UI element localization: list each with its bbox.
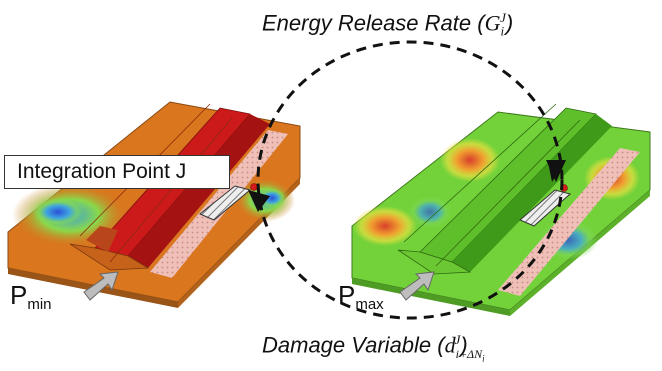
p-min-label: Pmin [10, 280, 52, 313]
energy-subscript: i [500, 23, 505, 39]
damage-subscript-text: i+ΔN [455, 346, 483, 361]
p-max-label: Pmax [338, 280, 384, 313]
load-arrow-max [399, 271, 435, 301]
damage-symbol: d [444, 332, 456, 358]
energy-symbol: G [484, 10, 501, 36]
energy-release-rate-label: Energy Release Rate (GiJ) [262, 10, 514, 39]
p-min-base: P [10, 280, 28, 310]
damage-variable-text: Damage Variable [262, 332, 432, 358]
energy-release-rate-text: Energy Release Rate [262, 10, 472, 36]
load-arrow-min [83, 271, 119, 301]
p-max-base: P [338, 280, 356, 310]
integration-point-label: Integration Point J [17, 160, 187, 183]
damage-variable-label: Damage Variable (di+ΔNiJ) [262, 332, 485, 364]
p-max-subscript: max [355, 296, 384, 313]
loop-arrowhead-up [248, 190, 270, 212]
energy-superscript: J [500, 10, 506, 25]
damage-superscript: J [454, 332, 461, 347]
loop-arrowhead-down [546, 160, 566, 182]
p-min-subscript: min [27, 296, 52, 313]
integration-point-callout: Integration Point J [4, 155, 230, 189]
damage-subscript: i+ΔNi [455, 346, 485, 364]
right-panel [351, 103, 651, 316]
iteration-loop [256, 40, 564, 320]
left-panel [7, 101, 301, 308]
damage-subscript-sub: i [482, 353, 485, 364]
